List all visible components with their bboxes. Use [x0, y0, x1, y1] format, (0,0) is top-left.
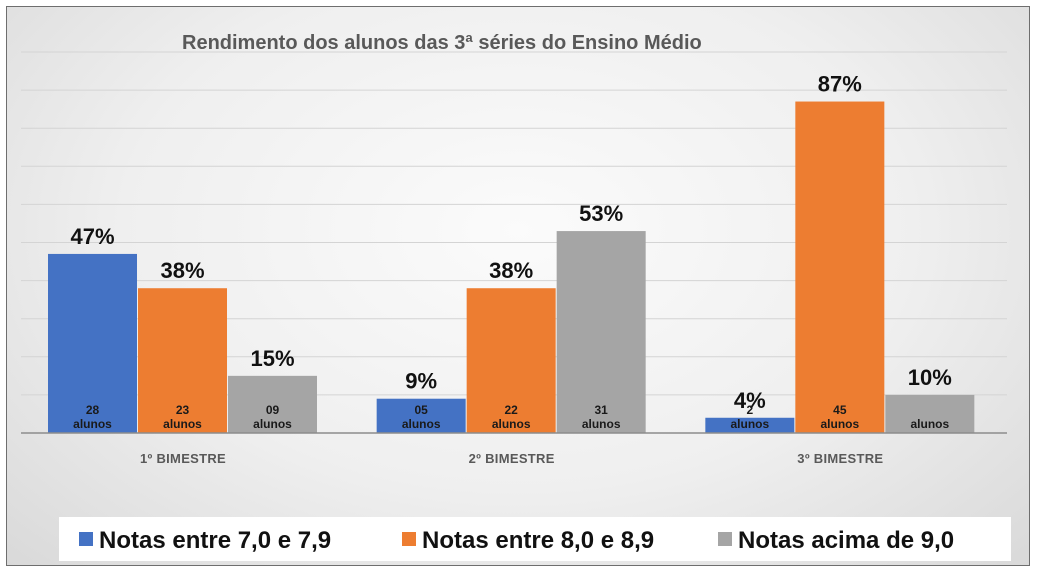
legend: Notas entre 7,0 e 7,9 Notas entre 8,0 e 8… [59, 517, 1011, 561]
bar-3-1 [228, 375, 317, 433]
count-number-label: 23 [176, 403, 190, 417]
count-unit-label: alunos [820, 417, 859, 431]
category-label: 3º BIMESTRE [797, 451, 883, 466]
category-label: 1º BIMESTRE [140, 451, 226, 466]
bar-1-3 [705, 417, 795, 433]
value-label: 53% [579, 201, 623, 226]
count-unit-label: alunos [163, 417, 202, 431]
value-label: 10% [908, 365, 952, 390]
value-label: 87% [818, 72, 862, 97]
legend-background [59, 517, 1011, 561]
count-number-label: 05 [414, 403, 428, 417]
category-label: 2º BIMESTRE [469, 451, 555, 466]
legend-swatch [718, 532, 732, 546]
count-number-label: 09 [266, 403, 280, 417]
value-label: 38% [160, 258, 204, 283]
bar-chart: Rendimento dos alunos das 3ª séries do E… [21, 32, 1011, 561]
value-label: 4% [734, 388, 766, 413]
bar-3-3 [885, 394, 975, 433]
bar-1-2 [376, 398, 466, 433]
legend-label: Notas entre 8,0 e 8,9 [422, 527, 654, 554]
value-label: 38% [489, 258, 533, 283]
count-number-label: 31 [594, 403, 608, 417]
count-unit-label: alunos [582, 417, 621, 431]
value-label: 9% [405, 369, 437, 394]
bar-2-1 [138, 288, 227, 433]
x-axis: 1º BIMESTRE 2º BIMESTRE 3º BIMESTRE [21, 432, 1007, 466]
chart-title: Rendimento dos alunos das 3ª séries do E… [182, 32, 702, 54]
legend-swatch [79, 532, 93, 546]
count-number-label: 22 [504, 403, 518, 417]
count-unit-label: alunos [492, 417, 531, 431]
count-number-label: 2 [746, 403, 753, 417]
count-unit-label: alunos [73, 417, 112, 431]
bar-1-1 [48, 253, 137, 433]
count-unit-label: alunos [730, 417, 769, 431]
count-number-label: 28 [86, 403, 100, 417]
legend-swatch [402, 532, 416, 546]
bar-2-2 [466, 288, 556, 433]
count-unit-label: alunos [402, 417, 441, 431]
data-labels: 47%28alunos38%23alunos15%09alunos9%05alu… [70, 72, 951, 431]
legend-label: Notas acima de 9,0 [738, 527, 954, 554]
count-unit-label: alunos [253, 417, 292, 431]
chart-area: Rendimento dos alunos das 3ª séries do E… [6, 6, 1030, 566]
count-unit-label: alunos [910, 417, 949, 431]
bar-2-3 [795, 101, 885, 433]
legend-label: Notas entre 7,0 e 7,9 [99, 527, 331, 554]
bar-3-2 [556, 231, 646, 433]
value-label: 15% [250, 346, 294, 371]
bars [48, 101, 975, 433]
value-label: 47% [70, 224, 114, 249]
count-number-label: 45 [833, 403, 847, 417]
